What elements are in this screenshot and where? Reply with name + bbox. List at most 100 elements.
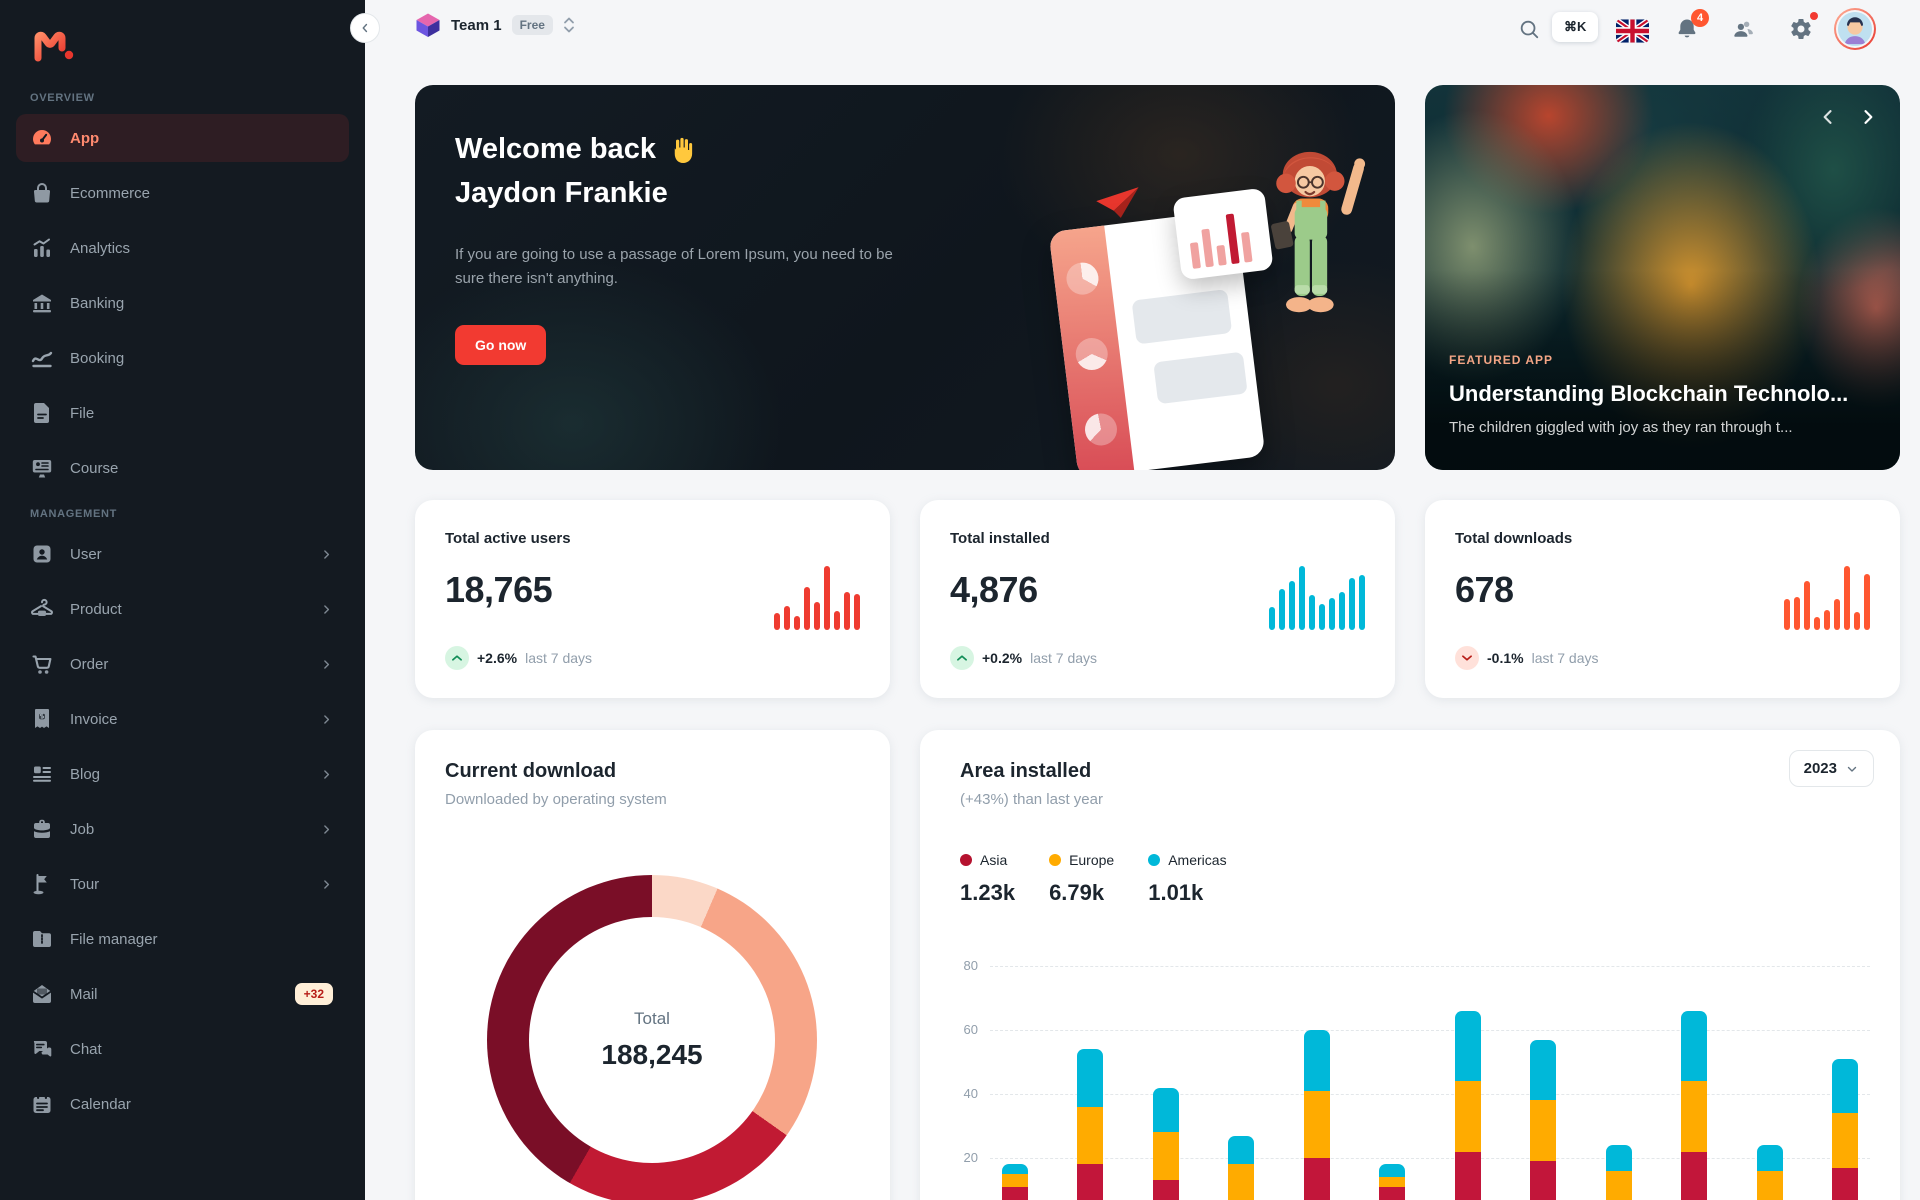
sidebar: OVERVIEW App Ecommerce Analytics Banking Book… (0, 0, 365, 1200)
sidebar-item-banking[interactable]: Banking (16, 279, 349, 327)
featured-tag: FEATURED APP (1449, 353, 1554, 367)
sidebar-item-label: File (70, 404, 95, 422)
welcome-banner: Welcome back Jaydon Frankie If you are g… (415, 85, 1395, 470)
banner-description: If you are going to use a passage of Lor… (455, 246, 893, 287)
sidebar-item-booking[interactable]: Booking (16, 334, 349, 382)
sidebar-item-file[interactable]: File (16, 389, 349, 437)
stacked-bar[interactable] (1831, 1058, 1858, 1200)
sidebar-item-analytics[interactable]: Analytics (16, 224, 349, 272)
search-icon (1520, 20, 1539, 39)
course-icon (30, 456, 54, 480)
stacked-bar[interactable] (1379, 1164, 1406, 1200)
stacked-bar[interactable] (1454, 1010, 1481, 1200)
briefcase-icon (30, 817, 54, 841)
carousel-next-button[interactable] (1858, 107, 1878, 132)
stat-trend: -0.1% last 7 days (1455, 646, 1599, 670)
sidebar-collapse-button[interactable] (350, 13, 380, 43)
sidebar-item-label: User (70, 545, 102, 563)
sidebar-item-blog[interactable]: Blog (16, 750, 349, 798)
y-axis-tick: 40 (963, 1086, 978, 1101)
sidebar-item-app[interactable]: App (16, 114, 349, 162)
chevron-right-icon (320, 548, 333, 561)
stacked-bar[interactable] (1002, 1164, 1028, 1200)
sidebar-item-invoice[interactable]: Invoice (16, 695, 349, 743)
search-button[interactable] (1514, 14, 1544, 44)
stacked-bar[interactable] (1681, 1010, 1708, 1200)
banner-illustration (1035, 105, 1395, 470)
stacked-bar[interactable] (1756, 1145, 1783, 1200)
sidebar-item-job[interactable]: Job (16, 805, 349, 853)
sidebar-item-product[interactable]: Product (16, 585, 349, 633)
sidebar-item-user[interactable]: User (16, 530, 349, 578)
stat-trend: +2.6% last 7 days (445, 646, 592, 670)
sidebar-item-ecommerce[interactable]: Ecommerce (16, 169, 349, 217)
chevron-right-icon (320, 713, 333, 726)
team-plan-badge: Free (511, 15, 553, 35)
receipt-icon (30, 707, 54, 731)
gauge-icon (30, 126, 54, 150)
stacked-bar[interactable] (1530, 1039, 1557, 1200)
stacked-bar[interactable] (1077, 1049, 1104, 1200)
sidebar-item-order[interactable]: Order (16, 640, 349, 688)
contacts-button[interactable] (1728, 14, 1758, 44)
chevron-right-icon (320, 768, 333, 781)
mail-count-badge: +32 (294, 983, 333, 1005)
stat-card-active-users: Total active users 18,765 +2.6% last 7 d… (415, 500, 890, 698)
year-select[interactable]: 2023 (1788, 750, 1874, 787)
sidebar-item-chat[interactable]: Chat (16, 1025, 349, 1073)
sidebar-item-label: Job (70, 820, 95, 838)
sidebar-nav: OVERVIEW App Ecommerce Analytics Banking Book… (16, 92, 349, 1128)
sidebar-item-label: Course (70, 459, 119, 477)
legend-item-europe: Europe 6.79k (1049, 852, 1114, 906)
app-logo-icon[interactable] (32, 22, 78, 62)
legend-label: Europe (1069, 852, 1115, 868)
trend-down-icon (1455, 646, 1479, 670)
stat-value: 4,876 (950, 569, 1038, 610)
notifications-button[interactable]: 4 (1672, 9, 1709, 44)
legend-label: Asia (980, 852, 1008, 868)
workspace-switcher[interactable]: Team 1 Free (415, 12, 575, 38)
banner-greeting: Welcome back (455, 133, 696, 166)
settings-button[interactable] (1786, 12, 1818, 44)
bell-icon (1678, 19, 1696, 38)
current-download-card: Current download Downloaded by operating… (415, 730, 890, 1200)
stat-card-installed: Total installed 4,876 +0.2% last 7 days (920, 500, 1395, 698)
featured-app-card[interactable]: FEATURED APP Understanding Blockchain Te… (1425, 85, 1900, 470)
legend-value: 6.79k (1049, 880, 1105, 905)
sidebar-item-mail[interactable]: Mail +32 (16, 970, 349, 1018)
sidebar-item-calendar[interactable]: Calendar (16, 1080, 349, 1128)
avatar (1838, 12, 1872, 46)
keyboard-shortcut-chip[interactable]: ⌘K (1552, 12, 1599, 42)
sidebar-item-label: Calendar (70, 1095, 131, 1113)
stacked-bar[interactable] (1152, 1087, 1179, 1200)
featured-title[interactable]: Understanding Blockchain Technolo... (1449, 381, 1849, 406)
blog-icon (30, 762, 54, 786)
sidebar-item-file-manager[interactable]: File manager (16, 915, 349, 963)
chevron-left-icon (362, 23, 368, 33)
language-button[interactable] (1614, 16, 1650, 46)
sidebar-item-label: Chat (70, 1040, 102, 1058)
stat-title: Total active users (445, 530, 571, 547)
chevron-right-icon (320, 603, 333, 616)
featured-subtitle: The children giggled with joy as they ra… (1449, 419, 1793, 436)
stat-title: Total installed (950, 530, 1050, 547)
stacked-bar[interactable] (1605, 1145, 1632, 1200)
carousel-prev-button[interactable] (1818, 107, 1838, 132)
account-button[interactable] (1834, 8, 1876, 50)
chevron-right-icon (320, 658, 333, 671)
stacked-bar[interactable] (1228, 1135, 1255, 1200)
legend-item-americas: Americas 1.01k (1148, 852, 1227, 906)
folder-icon (30, 927, 54, 951)
stat-title: Total downloads (1455, 530, 1573, 547)
go-now-button[interactable]: Go now (455, 325, 547, 365)
booking-icon (30, 346, 54, 370)
stat-trend: +0.2% last 7 days (950, 646, 1097, 670)
stat-card-downloads: Total downloads 678 -0.1% last 7 days (1425, 500, 1900, 698)
y-axis-tick: 60 (963, 1022, 978, 1037)
sidebar-item-course[interactable]: Course (16, 444, 349, 492)
sidebar-item-tour[interactable]: Tour (16, 860, 349, 908)
stacked-bar[interactable] (1303, 1030, 1330, 1200)
sidebar-item-label: Ecommerce (70, 184, 151, 202)
mail-icon (30, 982, 54, 1006)
